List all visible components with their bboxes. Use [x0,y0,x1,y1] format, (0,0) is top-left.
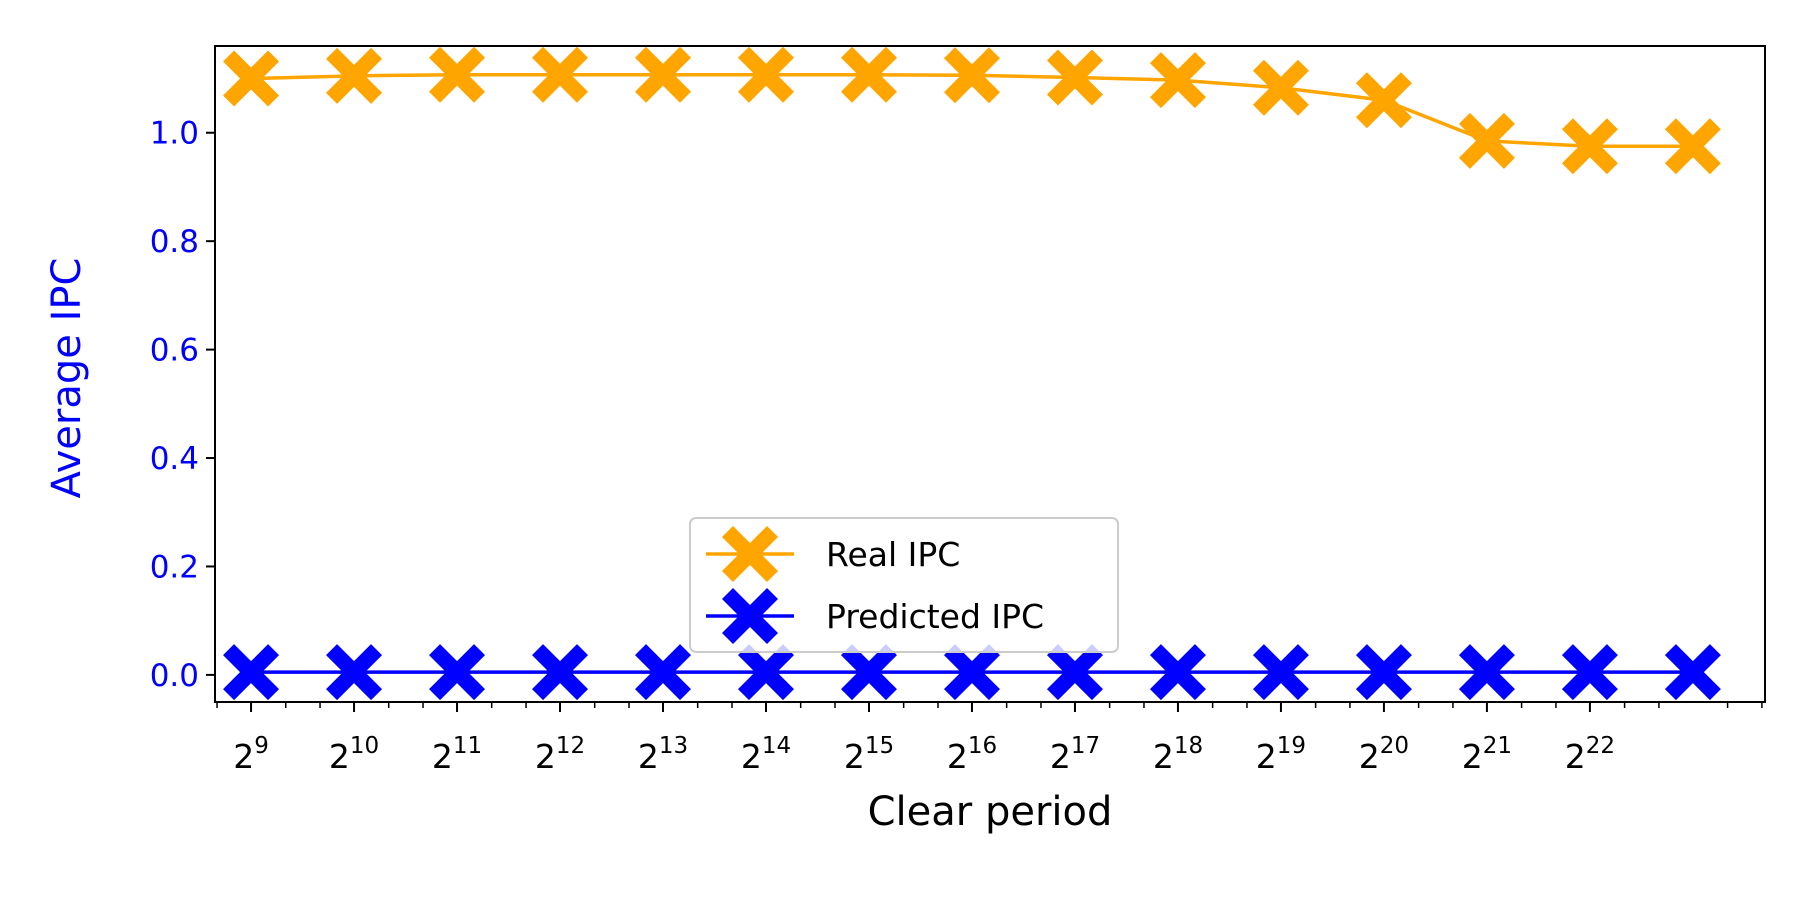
legend-box [689,517,1119,653]
data-point [1252,644,1309,701]
legend-label: Real IPC [826,535,960,574]
data-point [1561,118,1618,175]
data-point [1664,118,1721,175]
y-tick-label: 0.4 [150,441,199,477]
data-point [840,46,897,103]
x-tick-label: 211 [432,733,482,776]
data-point [1458,112,1515,169]
legend-label: Predicted IPC [826,597,1044,636]
data-point [1355,72,1412,129]
data-point [737,644,794,701]
data-point [1355,644,1412,701]
data-point [635,46,692,103]
x-tick-label: 214 [741,733,791,776]
x-tick-label: 219 [1256,733,1306,776]
data-point [429,46,486,103]
data-point [223,644,280,701]
data-point [737,46,794,103]
x-tick-label: 29 [233,733,269,776]
data-point [326,47,383,104]
legend: Real IPC Predicted IPC [689,517,1119,653]
data-point [635,644,692,701]
y-tick-label: 1.0 [150,116,199,152]
data-point [223,50,280,107]
x-axis-label: Clear period [868,789,1113,835]
y-tick-label: 0.6 [150,333,199,369]
legend-swatch-marker [722,588,778,644]
x-tick-label: 221 [1462,733,1512,776]
data-point [532,46,589,103]
x-tick-label: 212 [535,733,585,776]
data-point [943,644,1000,701]
x-tick-label: 213 [638,733,688,776]
data-point [943,47,1000,104]
data-point [1561,644,1618,701]
x-tick-label: 222 [1565,733,1615,776]
data-point [326,644,383,701]
data-point [840,644,897,701]
x-tick-label: 216 [947,733,997,776]
plot-frame [214,45,1766,703]
data-point [1149,644,1206,701]
data-point [1149,52,1206,109]
x-tick-label: 210 [329,733,379,776]
data-point [1664,644,1721,701]
x-tick-label: 220 [1359,733,1409,776]
y-tick-label: 0.8 [150,224,199,260]
y-tick-label: 0.2 [150,549,199,585]
data-point [1252,59,1309,116]
x-tick-label: 218 [1153,733,1203,776]
marks-layer [223,46,1721,701]
axes-layer: 0.0 0.2 0.4 0.6 0.8 1.0 29 210 211 212 213 214 215 21… [150,116,1763,776]
data-point [429,644,486,701]
y-axis-label: Average IPC [44,258,90,499]
legend-swatch-marker [722,526,778,582]
x-tick-label: 215 [844,733,894,776]
data-point [1046,49,1103,106]
data-point [1046,644,1103,701]
data-point [1458,644,1515,701]
data-point [532,644,589,701]
y-tick-label: 0.0 [150,658,199,694]
x-tick-label: 217 [1050,733,1100,776]
